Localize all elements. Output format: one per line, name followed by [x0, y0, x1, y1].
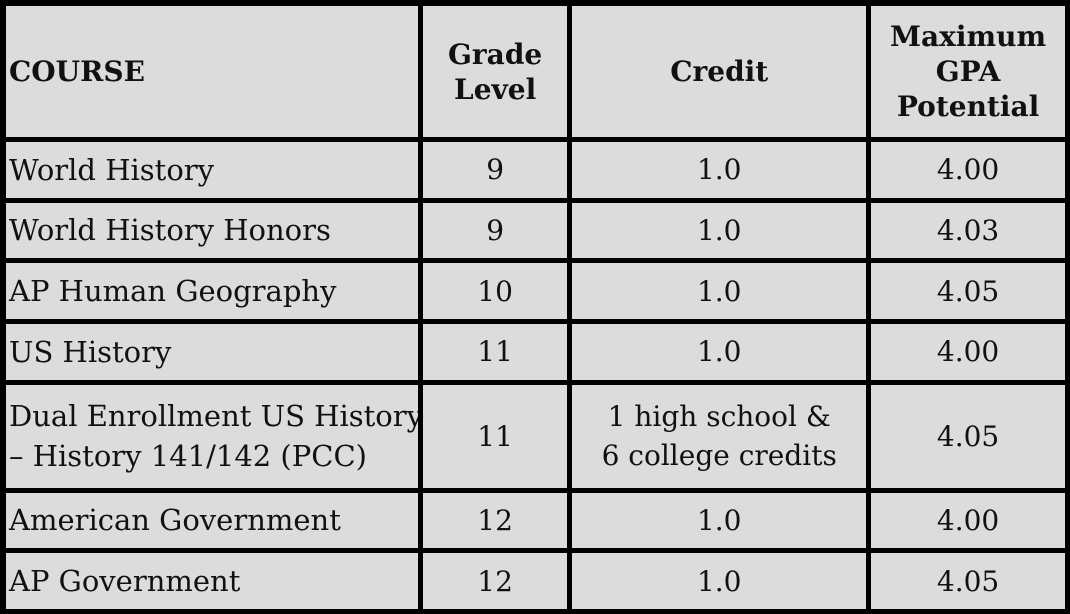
credit-cell: 1.0	[572, 553, 867, 609]
course-cell: US History	[6, 324, 418, 380]
course-cell: AP Government	[6, 553, 418, 609]
credit-cell: 1.0	[572, 202, 867, 259]
header-credit: Credit	[572, 6, 867, 137]
grade-cell: 9	[422, 202, 568, 259]
table-row: World History Honors 9 1.0 4.03	[6, 202, 1065, 259]
course-cell: American Government	[6, 492, 418, 549]
grade-cell: 12	[422, 553, 568, 609]
table-header-row: COURSE Grade Level Credit Maximum GPA Po…	[6, 6, 1065, 137]
table-row: US History 11 1.0 4.00	[6, 324, 1065, 380]
grade-cell: 11	[422, 384, 568, 488]
gpa-cell: 4.00	[871, 492, 1065, 549]
gpa-cell: 4.00	[871, 324, 1065, 380]
credit-cell: 1.0	[572, 142, 867, 198]
header-grade-level: Grade Level	[422, 6, 568, 137]
header-course: COURSE	[6, 6, 418, 137]
course-line-2: – History 141/142 (PCC)	[9, 439, 367, 474]
course-cell: Dual Enrollment US History – History 141…	[6, 384, 418, 488]
credit-cell: 1.0	[572, 324, 867, 380]
credit-line-2: 6 college credits	[601, 439, 837, 473]
gpa-cell: 4.03	[871, 202, 1065, 259]
grade-cell: 12	[422, 492, 568, 549]
course-cell: World History Honors	[6, 202, 418, 259]
table-row: AP Government 12 1.0 4.05	[6, 553, 1065, 609]
gpa-cell: 4.05	[871, 384, 1065, 488]
grade-cell: 10	[422, 263, 568, 320]
credit-line-1: 1 high school &	[607, 399, 831, 433]
table-row: World History 9 1.0 4.00	[6, 142, 1065, 198]
grade-cell: 9	[422, 142, 568, 198]
gpa-cell: 4.00	[871, 142, 1065, 198]
table-row: Dual Enrollment US History – History 141…	[6, 384, 1065, 488]
course-line-1: Dual Enrollment US History	[9, 398, 418, 433]
credit-cell: 1 high school & 6 college credits	[572, 384, 867, 488]
gpa-cell: 4.05	[871, 553, 1065, 609]
course-cell: World History	[6, 142, 418, 198]
credit-cell: 1.0	[572, 263, 867, 320]
credit-cell: 1.0	[572, 492, 867, 549]
grade-cell: 11	[422, 324, 568, 380]
header-max-gpa: Maximum GPA Potential	[871, 6, 1065, 137]
table-row: American Government 12 1.0 4.00	[6, 492, 1065, 549]
gpa-cell: 4.05	[871, 263, 1065, 320]
table-row: AP Human Geography 10 1.0 4.05	[6, 263, 1065, 320]
course-cell: AP Human Geography	[6, 263, 418, 320]
